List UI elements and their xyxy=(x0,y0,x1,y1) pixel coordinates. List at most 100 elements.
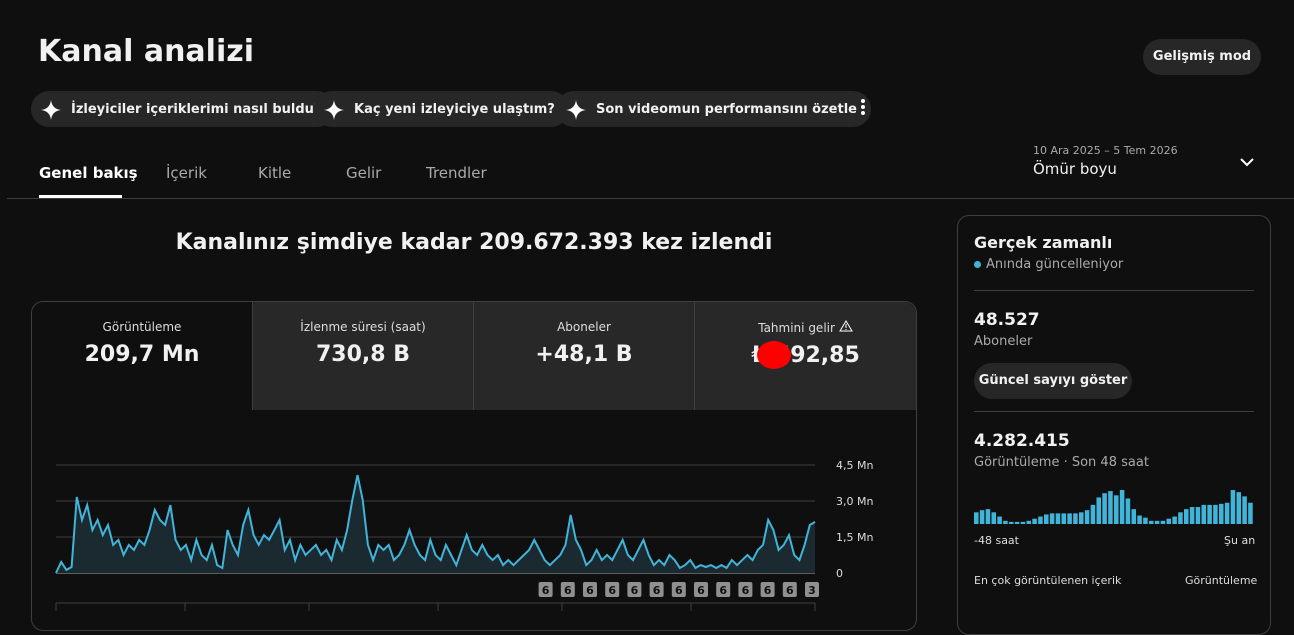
tab[interactable]: Trendler xyxy=(426,164,487,182)
metric[interactable]: Aboneler +48,1 B xyxy=(474,302,695,410)
metric[interactable]: İzlenme süresi (saat) 730,8 B xyxy=(253,302,474,410)
realtime-status: Anında güncelleniyor xyxy=(974,257,1123,272)
more-menu[interactable] xyxy=(858,98,868,118)
metric-label: İzlenme süresi (saat) xyxy=(300,320,426,334)
advanced-mode-button[interactable]: Gelişmiş mod xyxy=(1143,39,1261,75)
charts: 0 1,5 Mn 3,0 Mn 4,5 Mn 6 6 6 6 6 6 6 6 6 6 6 6 3 xyxy=(55,459,1253,611)
video-marker xyxy=(716,582,731,597)
suggestion-text: Kaç yeni izleyiciye ulaştım? xyxy=(354,101,555,117)
metric-value: +48,1 B xyxy=(535,342,633,367)
bar xyxy=(997,516,1002,524)
suggestion-chip[interactable]: Son videomun performansını özetle xyxy=(556,91,871,127)
tab[interactable]: Kitle xyxy=(258,164,292,182)
bar xyxy=(1084,510,1090,524)
bar xyxy=(1096,497,1102,524)
bar xyxy=(1055,513,1061,524)
y-tick-label: 1,5 Mn xyxy=(836,531,873,544)
video-marker xyxy=(560,582,575,597)
bar xyxy=(1189,507,1195,524)
bar xyxy=(1224,502,1230,524)
y-tick-label: 3,0 Mn xyxy=(836,495,873,508)
bar xyxy=(1114,495,1119,524)
metric-value-wrap: ₺.592,85 xyxy=(695,341,916,369)
summary: Kanalınız şimdiye kadar 209.672.393 kez … xyxy=(175,230,773,255)
dropdown-icon[interactable] xyxy=(1239,156,1255,168)
tab[interactable]: Genel bakış xyxy=(39,164,138,182)
views-label: Görüntüleme · Son 48 saat xyxy=(974,455,1149,470)
y-tick-label: 0 xyxy=(836,567,843,580)
bar xyxy=(1073,513,1078,524)
bar xyxy=(1125,498,1131,524)
warning-icon xyxy=(838,320,853,332)
date-range-label[interactable]: Ömür boyu xyxy=(1033,160,1117,178)
video-marker xyxy=(538,582,553,597)
bar xyxy=(1131,509,1137,524)
bar xyxy=(1049,513,1055,524)
metric-label: Aboneler xyxy=(557,320,611,334)
bar xyxy=(1154,520,1160,524)
video-marker xyxy=(605,582,620,597)
bar xyxy=(1248,502,1253,524)
metric-value: 209,7 Mn xyxy=(84,342,200,367)
bar xyxy=(1160,520,1166,524)
bar xyxy=(1108,491,1113,524)
video-marker-label: 3 xyxy=(808,584,816,597)
video-marker-label: 6 xyxy=(719,584,727,597)
bar xyxy=(1143,517,1148,524)
metric-label-text: Tahmini gelir xyxy=(758,321,835,335)
video-marker-label: 6 xyxy=(586,584,594,597)
bar xyxy=(1009,521,1014,524)
video-marker xyxy=(671,582,686,597)
tab[interactable]: Gelir xyxy=(346,164,382,182)
realtime-title: Gerçek zamanlı xyxy=(974,233,1113,252)
bar xyxy=(1184,509,1189,524)
status-dot xyxy=(974,261,981,268)
divider xyxy=(974,290,1254,291)
sparkle-icon xyxy=(324,100,344,120)
date-range: 10 Ara 2025 – 5 Tem 2026 xyxy=(1033,144,1178,157)
video-marker-label: 6 xyxy=(608,584,616,597)
show-count-button[interactable]: Güncel sayıyı göster xyxy=(974,363,1132,399)
end-label: Şu an xyxy=(1224,534,1256,547)
video-marker xyxy=(760,582,775,597)
tab-indicator xyxy=(39,195,122,198)
metric-label: Görüntüleme xyxy=(102,320,182,334)
video-marker xyxy=(805,582,819,597)
video-marker xyxy=(627,582,642,597)
bar xyxy=(1213,504,1218,524)
suggestion-text: İzleyiciler içeriklerimi nasıl buldu? xyxy=(71,101,322,117)
suggestion-text: Son videomun performansını özetle xyxy=(596,101,857,117)
metric[interactable]: Görüntüleme 209,7 Mn xyxy=(32,302,253,410)
metric-value: 730,8 B xyxy=(315,342,410,367)
bar xyxy=(1061,513,1067,524)
bar xyxy=(1067,513,1072,524)
bar xyxy=(1137,515,1142,524)
bar xyxy=(991,512,997,524)
bar xyxy=(1102,493,1107,524)
page: Kanal analizi Gelişmiş mod İzleyiciler i… xyxy=(7,34,1294,635)
top-content: En çok görüntülenen içerik xyxy=(974,574,1122,587)
bar xyxy=(1195,507,1201,524)
video-marker xyxy=(649,582,664,597)
suggestion-chip[interactable]: Kaç yeni izleyiciye ulaştım? xyxy=(314,91,569,127)
bar xyxy=(1003,520,1008,524)
subscriber-label: Aboneler xyxy=(974,334,1033,349)
bar xyxy=(1020,521,1026,524)
tab[interactable]: İçerik xyxy=(166,164,207,182)
metric[interactable]: Tahmini gelir ₺.592,85 xyxy=(695,302,916,410)
video-marker-label: 6 xyxy=(564,584,572,597)
video-marker-label: 6 xyxy=(675,584,683,597)
bar xyxy=(1236,492,1242,524)
bar xyxy=(1014,521,1020,524)
metric-label: Tahmini gelir xyxy=(695,320,916,335)
video-marker-label: 6 xyxy=(542,584,550,597)
video-marker-label: 6 xyxy=(697,584,705,597)
divider xyxy=(7,198,1294,199)
page-title: Kanal analizi xyxy=(38,34,254,69)
video-marker-label: 6 xyxy=(631,584,639,597)
bar xyxy=(1178,512,1183,524)
redaction xyxy=(757,341,791,369)
bar xyxy=(1032,518,1037,524)
bar xyxy=(1201,504,1207,524)
suggestion-chip[interactable]: İzleyiciler içeriklerimi nasıl buldu? xyxy=(31,91,336,127)
